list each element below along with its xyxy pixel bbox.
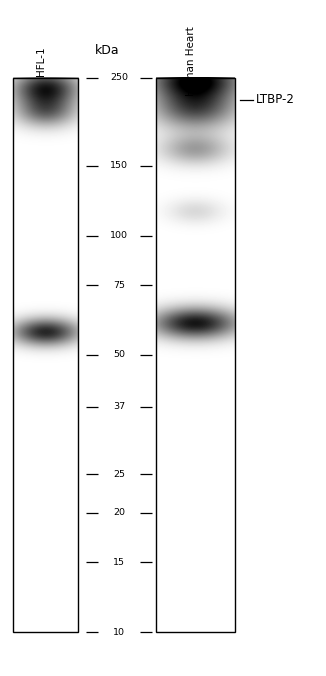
Text: kDa: kDa xyxy=(95,45,120,57)
Bar xyxy=(156,78,235,632)
Text: 250: 250 xyxy=(110,73,128,82)
Text: 37: 37 xyxy=(113,402,125,411)
Bar xyxy=(156,78,235,632)
Text: HFL-1: HFL-1 xyxy=(36,46,46,76)
Bar xyxy=(13,78,78,632)
Text: 15: 15 xyxy=(113,558,125,566)
Text: 50: 50 xyxy=(113,350,125,360)
Text: Human Heart: Human Heart xyxy=(185,26,196,96)
Text: LTBP-2: LTBP-2 xyxy=(256,93,295,106)
Text: 150: 150 xyxy=(110,161,128,170)
Text: 20: 20 xyxy=(113,508,125,517)
Bar xyxy=(13,78,78,632)
Text: 100: 100 xyxy=(110,231,128,240)
Text: 75: 75 xyxy=(113,281,125,289)
Text: 10: 10 xyxy=(113,627,125,637)
Text: 25: 25 xyxy=(113,470,125,479)
